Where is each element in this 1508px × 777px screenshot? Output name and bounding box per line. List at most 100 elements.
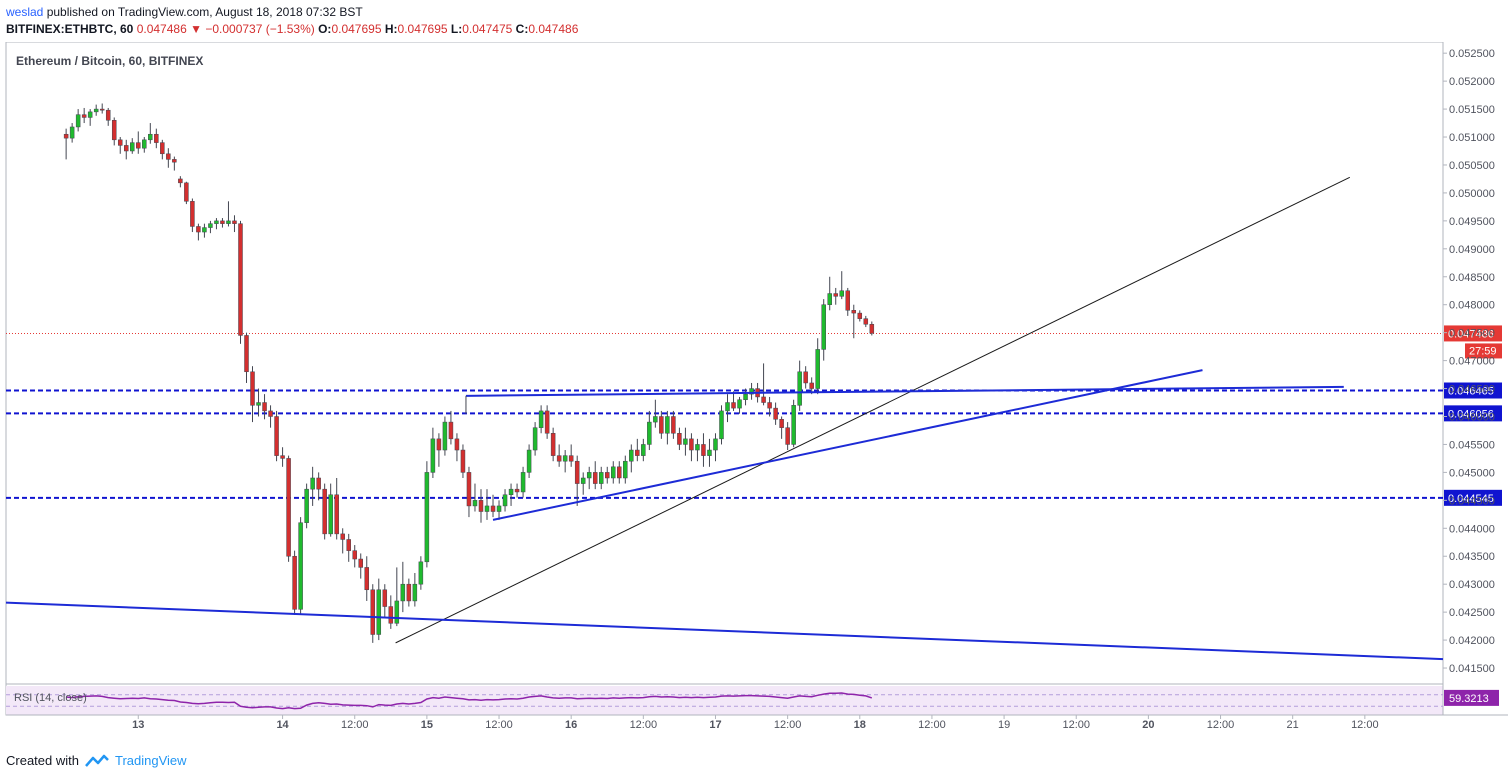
candle <box>526 444 532 478</box>
candle <box>454 433 460 462</box>
symbol-label: BITFINEX:ETHBTC, 60 <box>6 22 134 36</box>
x-tick-label: 12:00 <box>485 719 513 731</box>
x-tick-label: 17 <box>709 719 721 731</box>
tradingview-logo-icon <box>85 754 109 767</box>
candle-body <box>117 139 123 146</box>
candle-body <box>689 438 694 451</box>
candle <box>346 533 351 562</box>
candle <box>767 396 772 417</box>
candle <box>328 483 333 537</box>
candle-body <box>250 371 255 406</box>
candle <box>256 388 261 417</box>
tradingview-link[interactable]: TradingView <box>114 753 187 768</box>
x-tick-label: 12:00 <box>630 719 658 731</box>
candle-body <box>292 555 297 610</box>
candle-body <box>172 159 177 163</box>
candle-body <box>148 133 153 141</box>
candle-body <box>448 421 454 440</box>
y-tick-label: 0.045000 <box>1449 467 1495 479</box>
candle-body <box>815 349 820 389</box>
x-tick-label: 20 <box>1142 719 1154 731</box>
y-tick-label: 0.044500 <box>1449 495 1495 507</box>
candle <box>797 360 802 411</box>
created-with-label: Created with <box>6 753 79 768</box>
candle-body <box>130 142 135 152</box>
candle-body <box>298 522 303 610</box>
high-label: H: <box>384 22 398 36</box>
candle <box>232 215 237 233</box>
horizontal-levels: 0.046465 0.046056 0.044545 0.047486 27:59 <box>6 325 1502 506</box>
candle-body <box>154 133 159 143</box>
level-price-label: 0.044545 <box>1448 493 1494 505</box>
candle <box>244 332 249 383</box>
candle-body <box>827 293 832 305</box>
candle-body <box>256 402 261 406</box>
candle <box>400 561 406 613</box>
candle <box>701 433 706 467</box>
candle <box>725 394 730 423</box>
candle-body <box>514 488 520 493</box>
candle <box>617 461 622 484</box>
candle <box>815 338 820 395</box>
candle <box>580 472 586 495</box>
candle <box>659 410 664 439</box>
countdown-badge <box>1465 343 1502 359</box>
y-tick-label: 0.043000 <box>1449 579 1495 591</box>
candle-body <box>184 182 189 202</box>
close-label: C: <box>515 22 529 36</box>
candle-body <box>695 444 700 451</box>
candle <box>791 399 796 448</box>
candle <box>190 198 195 233</box>
candle <box>316 472 321 501</box>
candle-body <box>677 433 682 445</box>
candle <box>436 433 442 467</box>
trend-line-blue-support <box>492 369 1203 521</box>
candle-body <box>484 505 490 512</box>
y-tick-label: 0.043500 <box>1449 551 1495 563</box>
candle-body <box>214 220 219 224</box>
candle-body <box>190 201 195 227</box>
candle-body <box>671 416 676 434</box>
level-price-badge <box>1444 489 1502 506</box>
price-chart[interactable]: 0.046465 0.046056 0.044545 0.047486 27:59 RS… <box>0 42 1508 742</box>
publish-info: published on TradingView.com, August 18,… <box>46 5 363 19</box>
candle-body <box>466 472 472 507</box>
y-tick-label: 0.048500 <box>1449 272 1495 284</box>
y-tick-label: 0.052000 <box>1449 76 1495 88</box>
candle-body <box>178 178 183 184</box>
candle-body <box>562 455 568 462</box>
candle-body <box>526 449 532 473</box>
candle-body <box>430 438 436 473</box>
candle <box>69 123 75 143</box>
y-tick-label: 0.044000 <box>1449 523 1495 535</box>
candle-body <box>99 108 105 111</box>
y-tick-label: 0.047500 <box>1449 328 1495 340</box>
time-axis[interactable]: 13 14 12:00 15 12:00 16 12:00 17 12:00 18 12:00 19 1… <box>132 715 1379 731</box>
candle-body <box>376 589 382 635</box>
candle-body <box>334 494 339 535</box>
candle <box>490 494 496 518</box>
author-link[interactable]: weslad <box>6 5 44 19</box>
level-price-label: 0.046465 <box>1448 386 1494 398</box>
candle-body <box>707 449 712 456</box>
candle-body <box>833 293 838 297</box>
candle-body <box>773 407 778 420</box>
x-tick-label: 18 <box>854 719 866 731</box>
chart-title: Ethereum / Bitcoin, 60, BITFINEX <box>16 54 203 68</box>
candle <box>598 466 604 490</box>
candle-body <box>208 223 213 228</box>
x-tick-label: 21 <box>1287 719 1299 731</box>
candle-body <box>719 410 724 440</box>
candle <box>827 276 832 311</box>
candle <box>839 271 844 300</box>
price-axis[interactable]: 0.052500 0.052000 0.051500 0.051000 0.050500… <box>1443 48 1495 675</box>
candle-body <box>238 223 243 336</box>
candle-body <box>202 227 207 233</box>
candle <box>406 578 412 607</box>
candle <box>478 489 484 523</box>
candle <box>442 416 448 456</box>
candle <box>214 218 219 230</box>
candle-body <box>358 558 363 568</box>
candle-body <box>412 583 418 602</box>
candle <box>869 321 875 336</box>
